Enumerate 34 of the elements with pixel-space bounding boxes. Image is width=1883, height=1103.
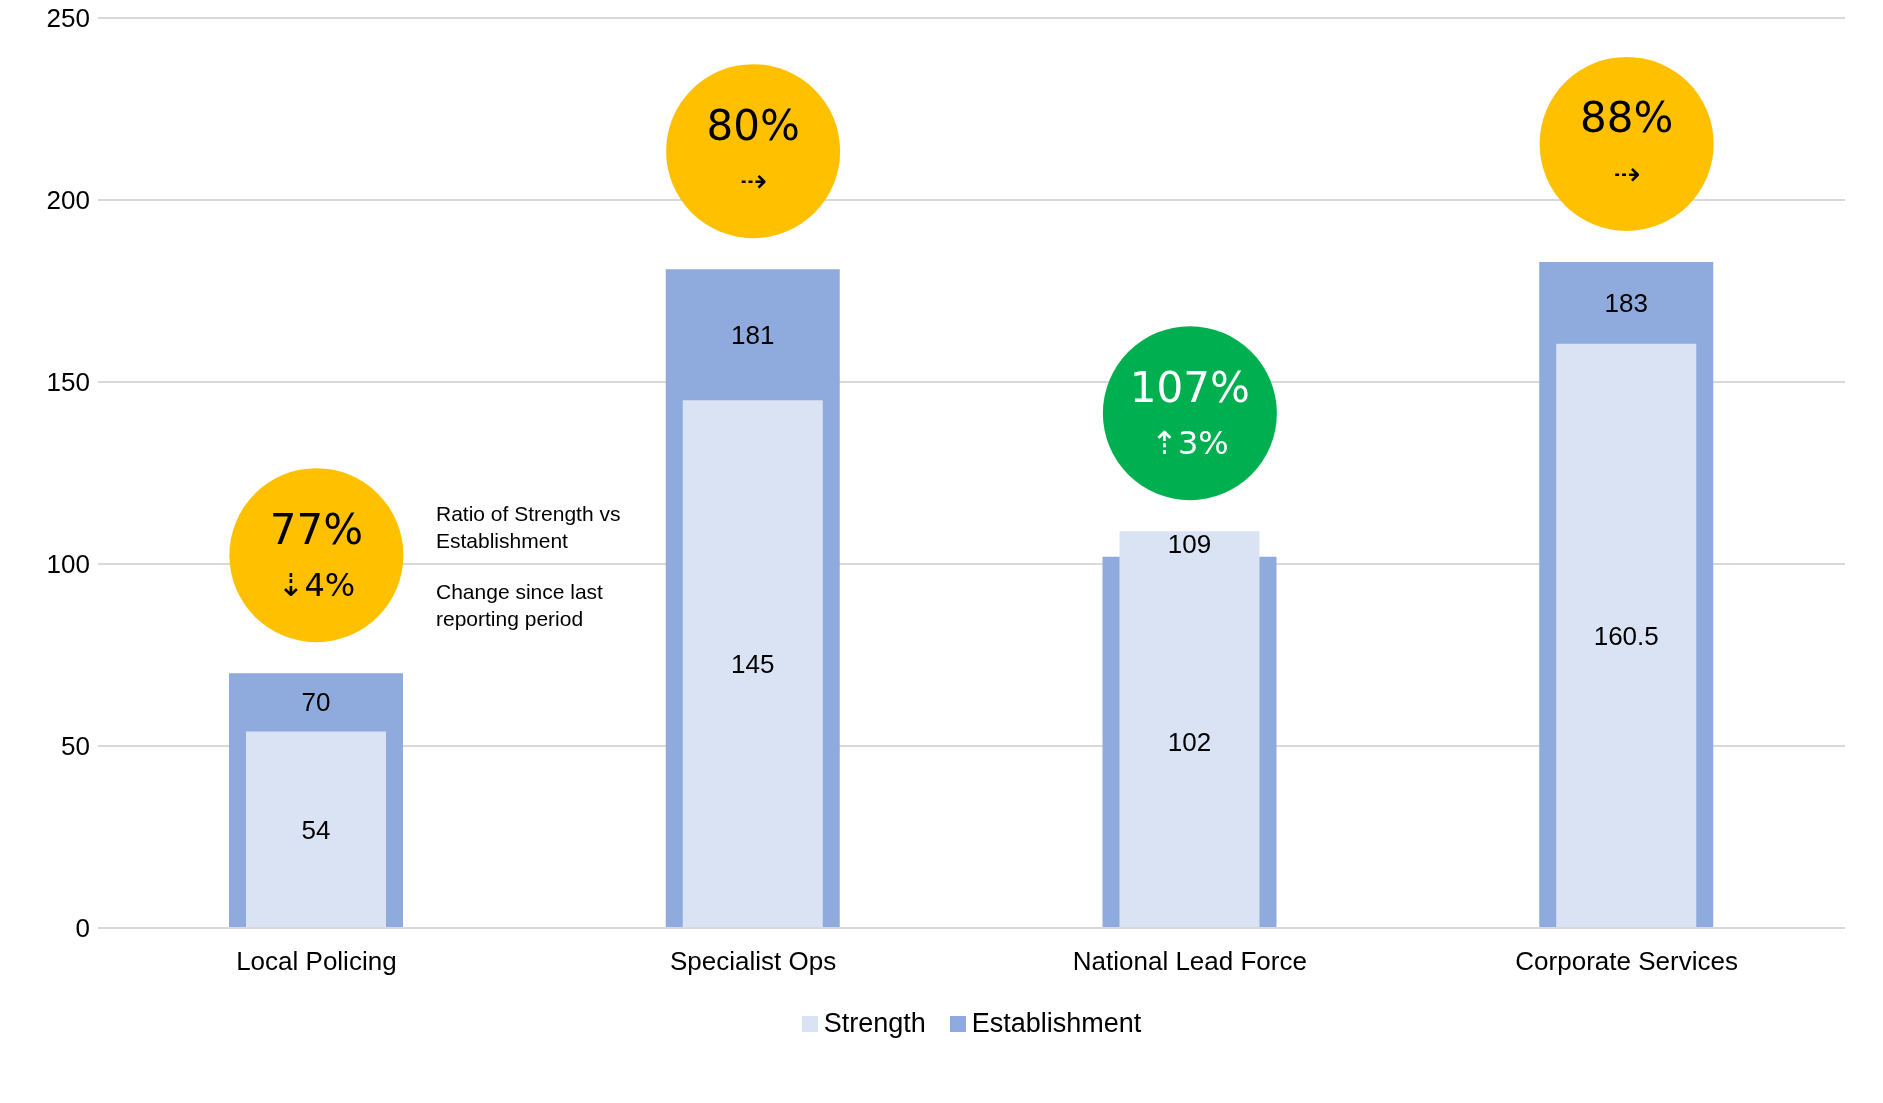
annotation: ⇡3% (1151, 424, 1229, 463)
bar (1119, 531, 1260, 928)
y-tick-label: 0 (75, 913, 90, 944)
annotation: ⇣4% (277, 566, 356, 605)
legend-label: Establishment (971, 1008, 1142, 1039)
annotation: ⇢ (739, 162, 767, 201)
annotation: 107% (1129, 362, 1250, 412)
bar (1556, 343, 1697, 928)
bar (246, 731, 386, 928)
bar (682, 400, 823, 928)
data-label: 183 (1604, 287, 1648, 318)
y-tick-label: 200 (46, 185, 90, 216)
annotation: 77% (269, 504, 364, 554)
annotation: 88% (1579, 93, 1674, 143)
data-label: 54 (301, 814, 331, 845)
y-tick-label: 150 (46, 367, 90, 398)
annotation: Ratio of Strength vs Establishment (436, 501, 622, 554)
annotation: ⇢ (1613, 154, 1641, 193)
annotation: Change since last reporting period (436, 579, 604, 632)
data-label: 109 (1167, 528, 1212, 559)
x-tick-label: Corporate Services (1515, 946, 1738, 977)
x-tick-label: Specialist Ops (670, 946, 837, 977)
y-tick-label: 50 (61, 731, 90, 762)
data-label: 102 (1167, 727, 1212, 758)
y-tick-label: 250 (46, 3, 90, 34)
y-tick-label: 100 (46, 549, 90, 580)
data-label: 160.5 (1593, 620, 1659, 651)
data-label: 181 (731, 319, 775, 350)
data-label: 70 (301, 687, 331, 718)
legend-label: Strength (823, 1008, 926, 1039)
x-tick-label: National Lead Force (1072, 946, 1307, 977)
data-label: 145 (731, 649, 775, 680)
x-tick-label: Local Policing (236, 946, 397, 977)
annotation: 80% (706, 100, 800, 150)
